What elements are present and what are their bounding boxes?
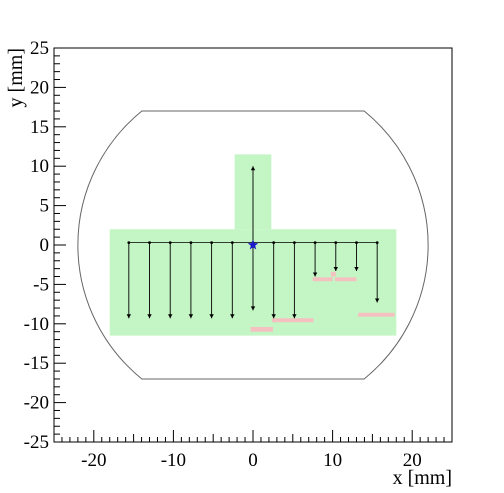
origin-marker <box>247 239 259 250</box>
scan-arrow-head-11 <box>333 267 338 272</box>
scan-arrow-head-13 <box>374 298 380 303</box>
y-tick-label: 5 <box>40 196 50 217</box>
x-tick-label: -10 <box>161 450 186 471</box>
y-tick-label: 15 <box>30 117 49 138</box>
scan-arrow-start-8 <box>272 241 276 245</box>
excluded-region-1 <box>272 318 314 323</box>
scan-arrow-head-10 <box>312 272 318 277</box>
scan-arrow-start-2 <box>168 241 172 245</box>
excluded-region-4 <box>334 277 357 282</box>
scan-arrow-head-8 <box>271 314 276 319</box>
origin-star <box>247 239 259 250</box>
y-axis-title: y [mm] <box>5 48 27 107</box>
scan-arrow-head-3 <box>188 314 194 319</box>
y-tick-label: -10 <box>24 314 49 335</box>
scan-arrow-start-3 <box>189 241 193 245</box>
y-tick-label: -15 <box>24 353 49 374</box>
y-tick-label: 0 <box>40 235 50 256</box>
scan-arrow-start-10 <box>313 241 317 245</box>
scan-arrow-start-4 <box>210 241 214 245</box>
excluded-region-2 <box>312 277 333 282</box>
y-tick-label: -25 <box>24 432 49 453</box>
y-tick-label: -20 <box>24 393 49 414</box>
x-axis: -20 -10 0 10 20 <box>53 430 453 471</box>
scan-arrow-start-5 <box>230 241 234 245</box>
scan-arrow-head-9 <box>292 314 297 319</box>
plate-outline <box>77 110 429 380</box>
excluded-region-3 <box>331 271 336 277</box>
y-tick-label: -5 <box>33 274 49 295</box>
scan-arrow-start-12 <box>355 241 358 245</box>
x-tick-label: -20 <box>81 450 106 471</box>
excluded-region-0 <box>250 326 273 332</box>
y-axis: 25 20 15 10 5 0 -5 -10 -15 -20 -25 <box>24 38 66 453</box>
scan-arrow-start-1 <box>148 241 151 245</box>
scan-arrow-head-2 <box>168 314 173 319</box>
x-axis-title: x [mm] <box>393 467 452 489</box>
scan-arrow-head-1 <box>147 314 152 319</box>
scan-arrow-start-13 <box>375 241 379 245</box>
scan-arrow-head-5 <box>230 314 235 319</box>
x-tick-label: 10 <box>323 450 342 471</box>
scan-arrow-head-12 <box>354 267 359 272</box>
scan-arrow-start-11 <box>334 241 338 245</box>
scan-arrow-start-0 <box>127 241 131 245</box>
scan-arrow-head-4 <box>209 314 214 319</box>
scan-arrow-head-0 <box>126 314 132 319</box>
plate-outline-path <box>77 110 429 380</box>
excluded-regions <box>250 271 395 332</box>
x-tick-label: 0 <box>248 450 258 471</box>
excluded-region-5 <box>358 312 395 317</box>
scan-arrow-head-6 <box>250 166 256 171</box>
x-tick-label: 20 <box>403 450 422 471</box>
scan-arrow-start-9 <box>292 241 296 245</box>
y-tick-label: 25 <box>30 38 49 59</box>
y-tick-label: 10 <box>30 156 49 177</box>
scan-arrow-head-7 <box>250 306 256 311</box>
y-tick-label: 20 <box>30 77 49 98</box>
